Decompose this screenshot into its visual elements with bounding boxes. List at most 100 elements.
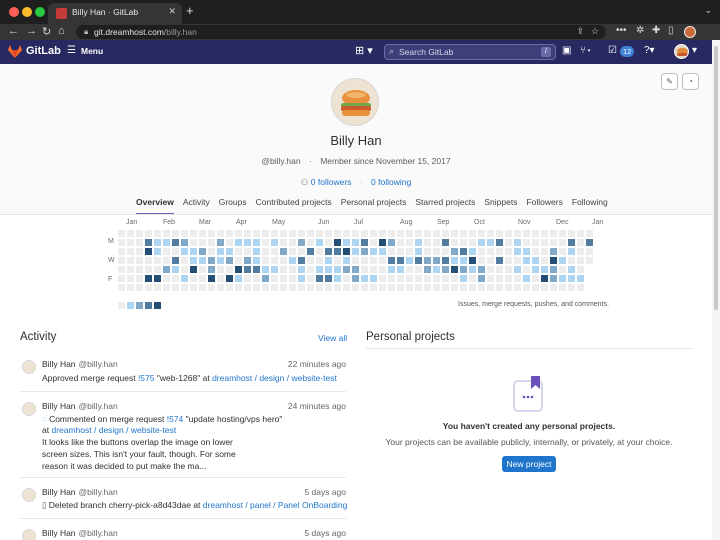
calendar-day-cell[interactable] <box>550 248 557 255</box>
calendar-day-cell[interactable] <box>442 257 449 264</box>
calendar-day-cell[interactable] <box>145 248 152 255</box>
hamburger-icon[interactable]: ☰ <box>67 45 76 56</box>
calendar-day-cell[interactable] <box>586 248 593 255</box>
calendar-day-cell[interactable] <box>415 239 422 246</box>
calendar-day-cell[interactable] <box>442 284 449 291</box>
calendar-day-cell[interactable] <box>361 266 368 273</box>
calendar-day-cell[interactable] <box>406 266 413 273</box>
calendar-day-cell[interactable] <box>325 230 332 237</box>
calendar-day-cell[interactable] <box>415 257 422 264</box>
calendar-day-cell[interactable] <box>226 239 233 246</box>
calendar-day-cell[interactable] <box>532 257 539 264</box>
calendar-day-cell[interactable] <box>487 257 494 264</box>
calendar-day-cell[interactable] <box>298 248 305 255</box>
calendar-day-cell[interactable] <box>496 257 503 264</box>
calendar-day-cell[interactable] <box>487 230 494 237</box>
calendar-day-cell[interactable] <box>514 257 521 264</box>
extensions-puzzle-icon[interactable]: ✚ <box>652 25 661 36</box>
calendar-day-cell[interactable] <box>352 275 359 282</box>
close-window-button[interactable] <box>9 7 19 17</box>
calendar-day-cell[interactable] <box>460 239 467 246</box>
calendar-day-cell[interactable] <box>415 230 422 237</box>
calendar-day-cell[interactable] <box>280 284 287 291</box>
calendar-day-cell[interactable] <box>451 248 458 255</box>
calendar-day-cell[interactable] <box>154 275 161 282</box>
project-link[interactable]: dreamhost / panel / Panel OnBoarding <box>202 500 348 510</box>
calendar-day-cell[interactable] <box>568 275 575 282</box>
calendar-day-cell[interactable] <box>280 257 287 264</box>
calendar-day-cell[interactable] <box>154 284 161 291</box>
tab-overview[interactable]: Overview <box>136 197 174 215</box>
calendar-day-cell[interactable] <box>289 257 296 264</box>
calendar-day-cell[interactable] <box>262 230 269 237</box>
todo-count-badge[interactable]: 12 <box>620 46 635 57</box>
calendar-day-cell[interactable] <box>388 275 395 282</box>
calendar-day-cell[interactable] <box>379 248 386 255</box>
calendar-day-cell[interactable] <box>568 248 575 255</box>
calendar-day-cell[interactable] <box>334 230 341 237</box>
calendar-day-cell[interactable] <box>118 266 125 273</box>
calendar-day-cell[interactable] <box>469 230 476 237</box>
calendar-day-cell[interactable] <box>388 239 395 246</box>
calendar-day-cell[interactable] <box>226 284 233 291</box>
calendar-day-cell[interactable] <box>271 284 278 291</box>
calendar-day-cell[interactable] <box>298 284 305 291</box>
calendar-day-cell[interactable] <box>316 239 323 246</box>
calendar-day-cell[interactable] <box>181 248 188 255</box>
calendar-day-cell[interactable] <box>136 248 143 255</box>
calendar-day-cell[interactable] <box>307 266 314 273</box>
calendar-day-cell[interactable] <box>298 239 305 246</box>
calendar-day-cell[interactable] <box>343 275 350 282</box>
calendar-day-cell[interactable] <box>433 284 440 291</box>
calendar-day-cell[interactable] <box>163 239 170 246</box>
calendar-day-cell[interactable] <box>550 266 557 273</box>
calendar-day-cell[interactable] <box>460 266 467 273</box>
calendar-day-cell[interactable] <box>190 239 197 246</box>
calendar-day-cell[interactable] <box>424 230 431 237</box>
calendar-day-cell[interactable] <box>487 239 494 246</box>
calendar-day-cell[interactable] <box>478 230 485 237</box>
calendar-day-cell[interactable] <box>262 275 269 282</box>
calendar-day-cell[interactable] <box>550 284 557 291</box>
calendar-day-cell[interactable] <box>361 248 368 255</box>
calendar-day-cell[interactable] <box>262 257 269 264</box>
calendar-day-cell[interactable] <box>271 275 278 282</box>
calendar-day-cell[interactable] <box>127 275 134 282</box>
calendar-day-cell[interactable] <box>172 248 179 255</box>
calendar-day-cell[interactable] <box>460 275 467 282</box>
calendar-day-cell[interactable] <box>217 266 224 273</box>
calendar-day-cell[interactable] <box>487 284 494 291</box>
calendar-day-cell[interactable] <box>406 275 413 282</box>
calendar-day-cell[interactable] <box>379 239 386 246</box>
calendar-day-cell[interactable] <box>199 284 206 291</box>
tab-contributed-projects[interactable]: Contributed projects <box>255 197 332 207</box>
calendar-day-cell[interactable] <box>451 230 458 237</box>
calendar-day-cell[interactable] <box>334 248 341 255</box>
calendar-day-cell[interactable] <box>235 230 242 237</box>
calendar-day-cell[interactable] <box>388 248 395 255</box>
activity-author[interactable]: Billy Han @billy.han <box>42 528 118 538</box>
calendar-day-cell[interactable] <box>577 284 584 291</box>
calendar-day-cell[interactable] <box>505 275 512 282</box>
calendar-day-cell[interactable] <box>586 257 593 264</box>
calendar-day-cell[interactable] <box>163 266 170 273</box>
calendar-day-cell[interactable] <box>505 239 512 246</box>
calendar-day-cell[interactable] <box>370 230 377 237</box>
calendar-day-cell[interactable] <box>406 239 413 246</box>
tab-snippets[interactable]: Snippets <box>484 197 518 207</box>
calendar-day-cell[interactable] <box>451 275 458 282</box>
tab-following[interactable]: Following <box>571 197 608 207</box>
calendar-day-cell[interactable] <box>316 248 323 255</box>
calendar-day-cell[interactable] <box>451 266 458 273</box>
view-all-activity-link[interactable]: View all <box>318 333 348 343</box>
calendar-day-cell[interactable] <box>208 284 215 291</box>
calendar-day-cell[interactable] <box>208 230 215 237</box>
calendar-day-cell[interactable] <box>397 275 404 282</box>
calendar-day-cell[interactable] <box>496 230 503 237</box>
calendar-day-cell[interactable] <box>379 257 386 264</box>
project-link[interactable]: dreamhost / design / website-test <box>51 425 177 435</box>
calendar-day-cell[interactable] <box>406 284 413 291</box>
calendar-day-cell[interactable] <box>208 248 215 255</box>
calendar-day-cell[interactable] <box>199 248 206 255</box>
calendar-day-cell[interactable] <box>424 275 431 282</box>
